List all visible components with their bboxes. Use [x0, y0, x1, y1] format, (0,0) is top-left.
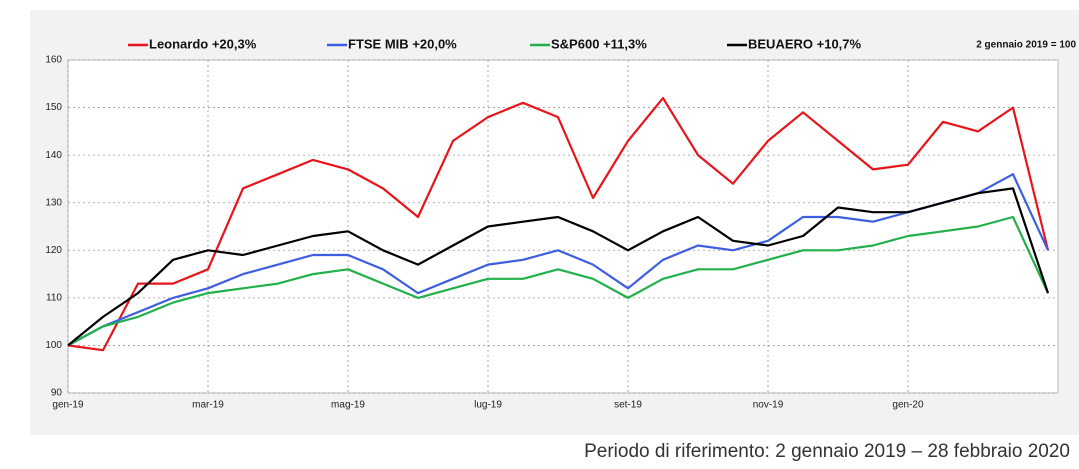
x-tick-label: mar-19 — [192, 400, 224, 411]
x-tick-label: lug-19 — [474, 400, 502, 411]
legend-label: BEUAERO +10,7% — [748, 36, 862, 51]
x-tick-label: gen-20 — [892, 400, 924, 411]
x-tick-label: set-19 — [614, 400, 642, 411]
y-tick-label: 130 — [45, 197, 62, 208]
caption: Periodo di riferimento: 2 gennaio 2019 –… — [584, 441, 1070, 462]
x-tick-label: mag-19 — [331, 400, 365, 411]
x-tick-label: gen-19 — [52, 400, 84, 411]
legend-label: Leonardo +20,3% — [149, 36, 257, 51]
y-tick-label: 110 — [46, 292, 62, 303]
y-tick-label: 120 — [45, 245, 62, 256]
legend-label: FTSE MIB +20,0% — [348, 36, 457, 51]
y-tick-label: 160 — [45, 55, 62, 66]
series-line — [67, 187, 1050, 347]
series-line — [67, 215, 1049, 347]
x-tick-label: nov-19 — [753, 400, 784, 411]
y-tick-label: 100 — [45, 340, 62, 351]
y-tick-label: 140 — [45, 150, 62, 161]
y-tick-label: 150 — [45, 102, 62, 113]
series-line — [67, 173, 1049, 347]
y-tick-label: 90 — [51, 388, 63, 399]
legend-label: S&P600 +11,3% — [551, 36, 647, 51]
plot-area — [67, 59, 1059, 394]
series-line — [67, 96, 1050, 352]
base-note: 2 gennaio 2019 = 100 — [976, 40, 1076, 51]
